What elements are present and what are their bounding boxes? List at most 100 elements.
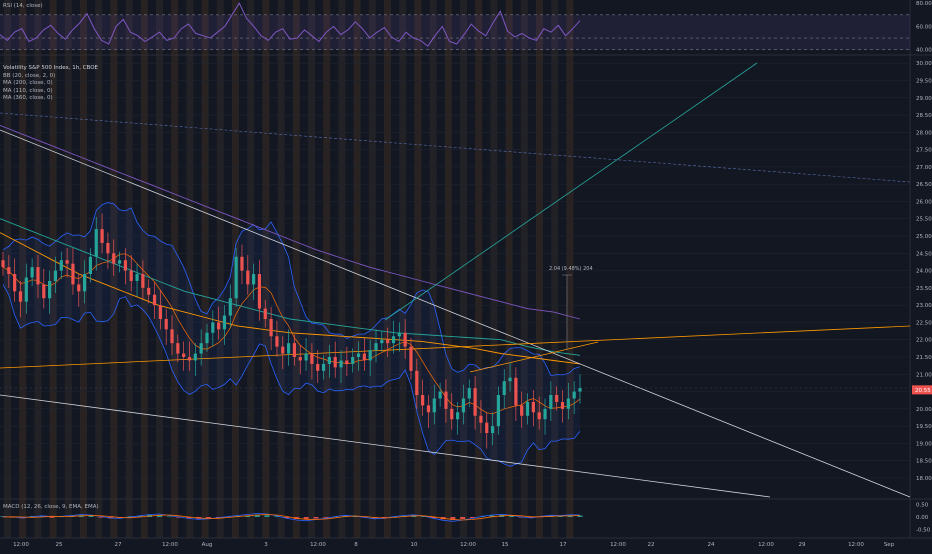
candle-body: [77, 284, 81, 292]
candle-body: [1, 260, 5, 268]
rsi-tick-label: 40.00: [916, 48, 932, 54]
macd-histogram-bar: [528, 517, 534, 518]
candle-body: [514, 377, 518, 406]
price-tick-label: 18.50: [916, 459, 932, 465]
macd-histogram-bar: [352, 516, 358, 517]
price-legend-title: Volatility S&P 500 Index, 1h, CBOE: [3, 65, 99, 71]
macd-histogram-bar: [577, 515, 583, 517]
candle-body: [112, 253, 116, 264]
rsi-legend-title: RSI (14, close): [3, 3, 43, 9]
session-stripe: [308, 0, 315, 538]
time-tick-label: 10: [411, 542, 418, 548]
candle-body: [286, 343, 291, 354]
candle-body: [333, 357, 337, 368]
session-stripe: [490, 0, 498, 538]
ma360-legend: MA (360, close, 0): [3, 95, 53, 101]
macd-tick-label: 0.50: [916, 503, 929, 509]
trendline-blue-dashed: [0, 112, 911, 183]
candle-body: [269, 318, 273, 337]
time-tick-label: 12:00: [758, 542, 774, 548]
macd-histogram-bar: [274, 516, 280, 517]
ma360-line: [0, 124, 581, 320]
session-stripe: [49, 0, 57, 538]
price-tick-label: 22.50: [916, 320, 932, 326]
candle-body: [304, 353, 308, 361]
macd-histogram-bar: [430, 517, 436, 518]
macd-histogram-bar: [98, 517, 104, 518]
macd-histogram-bar: [303, 517, 309, 520]
time-tick-label: 12:00: [848, 542, 864, 548]
candle-body: [508, 377, 512, 382]
ma200-legend: MA (200, close, 0): [3, 80, 53, 86]
time-tick-label: Sep: [884, 542, 895, 548]
candle-body: [403, 332, 407, 347]
macd-histogram-bar: [156, 515, 162, 517]
candle-body: [13, 274, 17, 292]
candle-body: [356, 353, 361, 358]
session-stripe: [353, 0, 361, 538]
candle-body: [316, 363, 320, 371]
session-stripe: [171, 0, 179, 538]
time-tick-label: 25: [56, 542, 63, 548]
candle-body: [374, 343, 378, 351]
session-stripe: [399, 0, 407, 538]
session-stripe: [429, 0, 437, 538]
candle-body: [117, 260, 122, 264]
candle-body: [438, 391, 442, 399]
session-stripe: [247, 0, 255, 538]
candle-body: [450, 408, 454, 420]
candle-body: [205, 332, 209, 344]
bb-basis-line: [2, 253, 581, 415]
rsi-tick-label: 60.00: [916, 24, 932, 30]
ma110-legend: MA (110, close, 0): [3, 87, 53, 94]
candle-body: [310, 353, 314, 364]
candle-body: [415, 370, 419, 396]
price-tick-label: 19.50: [916, 424, 932, 430]
candle-body: [426, 405, 431, 413]
candle-body: [193, 353, 197, 361]
candle-body: [222, 315, 227, 330]
candle-body: [351, 357, 355, 364]
candle-body: [485, 422, 489, 434]
candle-body: [36, 267, 40, 285]
candle-body: [129, 270, 133, 281]
candle-body: [560, 401, 565, 409]
price-tick-label: 25.00: [916, 234, 932, 240]
price-tick-label: 23.00: [916, 303, 932, 309]
candle-body: [100, 229, 104, 243]
candle-body: [30, 267, 34, 278]
price-tick-label: 26.50: [916, 182, 932, 188]
candle-body: [240, 256, 244, 271]
candle-body: [257, 274, 262, 309]
candle-body: [421, 395, 425, 406]
macd-histogram-bar: [254, 514, 260, 517]
candle-body: [82, 274, 87, 292]
candle-body: [386, 339, 390, 344]
macd-histogram-bar: [284, 517, 290, 518]
price-tick-label: 23.50: [916, 286, 932, 292]
session-stripe: [475, 0, 483, 538]
time-tick-label: 3: [264, 542, 268, 548]
candle-body: [59, 260, 63, 271]
macd-histogram-bar: [323, 517, 329, 518]
candle-body: [199, 343, 203, 354]
session-stripe: [19, 0, 27, 538]
macd-histogram-bar: [421, 516, 427, 517]
macd-line: [2, 513, 581, 522]
session-stripe: [95, 0, 103, 538]
candle-body: [234, 256, 238, 299]
candle-body: [53, 270, 58, 281]
candle-body: [549, 395, 553, 409]
session-stripe: [338, 0, 346, 538]
rsi-tick-label: 80.00: [916, 1, 932, 7]
time-tick-label: 17: [560, 542, 567, 548]
macd-histogram-bar: [264, 515, 270, 517]
price-tick-label: 24.00: [916, 269, 932, 275]
time-tick-label: 22: [648, 542, 655, 548]
price-tick-label: 24.50: [916, 251, 932, 257]
session-stripe: [566, 0, 574, 538]
price-tick-label: 30.00: [916, 61, 932, 67]
macd-legend: MACD (12, 26, close, 9, EMA, EMA): [3, 504, 99, 512]
candle-body: [42, 284, 46, 299]
